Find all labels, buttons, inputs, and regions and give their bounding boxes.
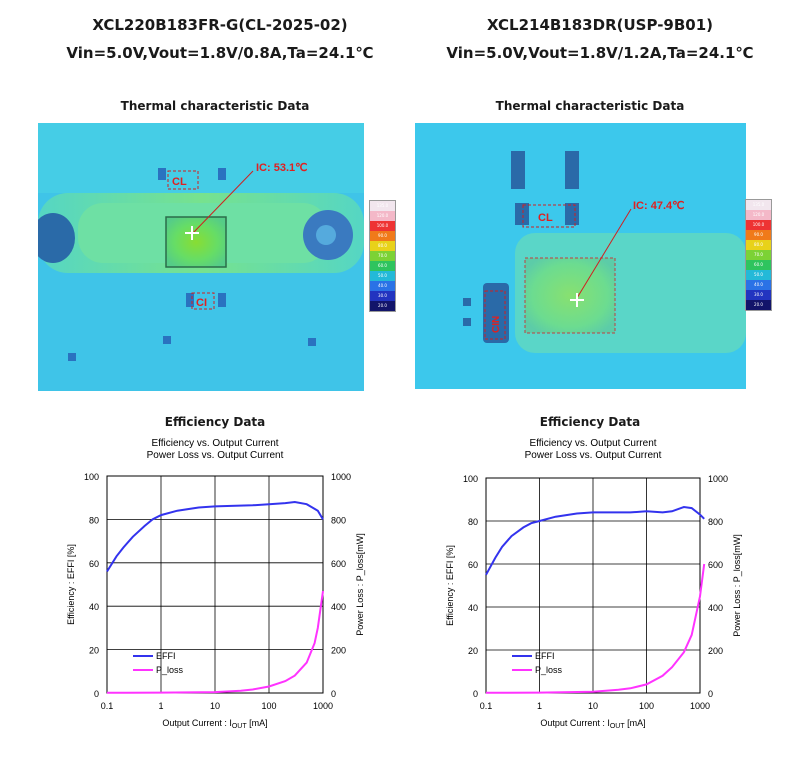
- y2-tick-label: 0: [708, 689, 713, 699]
- legend-label: EFFI: [535, 651, 555, 661]
- y2-tick-label: 400: [708, 603, 723, 613]
- y2-tick-label: 600: [708, 560, 723, 570]
- right-cin-label: CIN: [491, 316, 502, 333]
- right-thermal-image: IC: 47.4℃ CL CIN: [415, 123, 746, 389]
- left-efficiency-title: Efficiency Data: [164, 415, 266, 429]
- x-tick-label: 1000: [690, 701, 710, 711]
- left-thermal-title: Thermal characteristic Data: [120, 99, 310, 113]
- right-ic-label: IC: 47.4℃: [633, 200, 684, 212]
- y-tick-label: 80: [468, 517, 478, 527]
- y2-tick-label: 800: [708, 517, 723, 527]
- y2-axis-label: Power Loss : P_loss[mW]: [355, 533, 365, 636]
- y2-tick-label: 600: [331, 559, 346, 569]
- y-tick-label: 60: [89, 559, 99, 569]
- y2-tick-label: 200: [708, 646, 723, 656]
- x-axis-label: Output Current : IOUT [mA]: [162, 718, 267, 730]
- right-conditions: Vin=5.0V,Vout=1.8V/1.2A,Ta=24.1℃: [446, 44, 754, 62]
- left-temperature-scale: 135.0 120.0 100.0 90.0 80.0 70.0 60.0 50…: [369, 200, 396, 312]
- y2-tick-label: 400: [331, 602, 346, 612]
- left-ci-label: CI: [196, 297, 207, 309]
- x-tick-label: 100: [639, 701, 654, 711]
- y-tick-label: 80: [89, 515, 99, 525]
- right-efficiency-title: Efficiency Data: [539, 415, 641, 429]
- legend-label: P_loss: [535, 665, 563, 675]
- series-line-p-loss: [485, 563, 706, 694]
- y-tick-label: 40: [468, 603, 478, 613]
- chart-subtitle-1: Efficiency vs. Output Current: [529, 438, 656, 449]
- legend-label: P_loss: [156, 665, 184, 675]
- chart-subtitle-2: Power Loss vs. Output Current: [147, 450, 284, 461]
- series-line-effi: [485, 505, 705, 576]
- y2-tick-label: 0: [331, 689, 336, 699]
- series-line-effi: [106, 500, 324, 573]
- chart-subtitle-2: Power Loss vs. Output Current: [525, 450, 662, 461]
- y-tick-label: 20: [468, 646, 478, 656]
- x-tick-label: 10: [588, 701, 598, 711]
- right-cl-label: CL: [538, 212, 553, 224]
- y2-tick-label: 200: [331, 646, 346, 656]
- x-tick-label: 10: [210, 701, 220, 711]
- left-ic-label: IC: 53.1℃: [256, 162, 307, 174]
- series-line-p-loss: [106, 590, 324, 694]
- left-cl-label: CL: [172, 176, 187, 188]
- y-axis-label: Efficiency : EFFI [%]: [445, 545, 455, 626]
- y-tick-label: 100: [463, 474, 478, 484]
- x-tick-label: 1: [537, 701, 542, 711]
- y-tick-label: 0: [94, 689, 99, 699]
- x-tick-label: 0.1: [101, 701, 114, 711]
- x-tick-label: 1000: [313, 701, 333, 711]
- y-tick-label: 100: [84, 472, 99, 482]
- y2-axis-label: Power Loss : P_loss[mW]: [732, 534, 742, 637]
- y-axis-label: Efficiency : EFFI [%]: [66, 544, 76, 625]
- right-temperature-scale: 135.0 120.0 100.0 90.0 80.0 70.0 60.0 50…: [745, 199, 772, 311]
- x-tick-label: 1: [158, 701, 163, 711]
- left-conditions: Vin=5.0V,Vout=1.8V/0.8A,Ta=24.1℃: [66, 44, 374, 62]
- x-axis-label: Output Current : IOUT [mA]: [540, 718, 645, 730]
- y-tick-label: 40: [89, 602, 99, 612]
- chart-subtitle-1: Efficiency vs. Output Current: [151, 438, 278, 449]
- right-thermal-title: Thermal characteristic Data: [495, 99, 685, 113]
- legend-label: EFFI: [156, 651, 176, 661]
- y-tick-label: 0: [473, 689, 478, 699]
- y2-tick-label: 800: [331, 515, 346, 525]
- y-tick-label: 60: [468, 560, 478, 570]
- right-model-title: XCL214B183DR(USP-9B01): [486, 16, 714, 34]
- y-tick-label: 20: [89, 646, 99, 656]
- left-model-title: XCL220B183FR-G(CL-2025-02): [92, 16, 348, 34]
- left-thermal-image: IC: 53.1℃ CL CI: [38, 123, 364, 391]
- x-tick-label: 0.1: [480, 701, 493, 711]
- x-tick-label: 100: [261, 701, 276, 711]
- y2-tick-label: 1000: [708, 474, 728, 484]
- y2-tick-label: 1000: [331, 472, 351, 482]
